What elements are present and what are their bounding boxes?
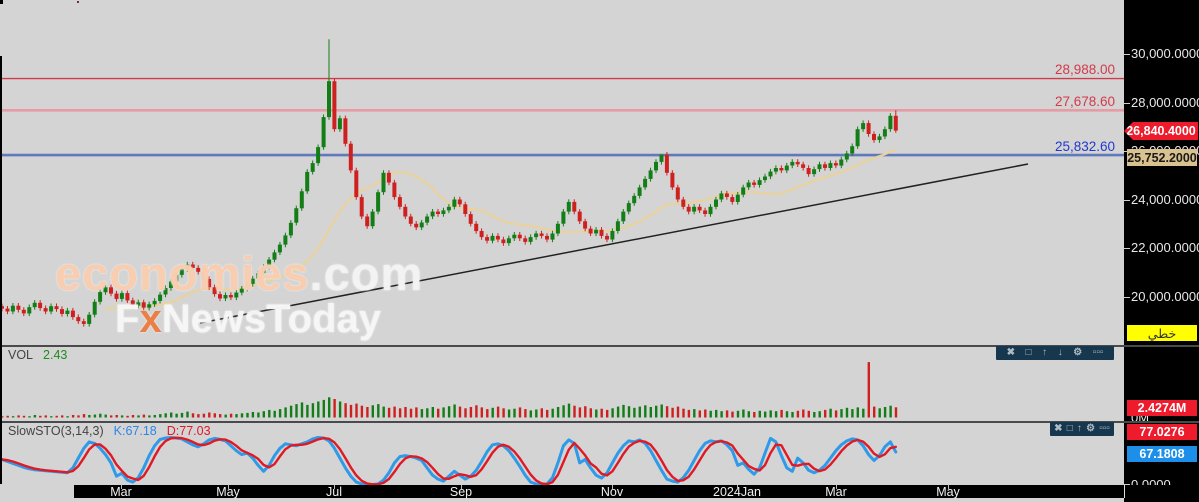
price-level-label: 25,832.60 (1054, 138, 1115, 154)
time-axis-label: Sep (449, 485, 473, 499)
price-level-label: 28,988.00 (1054, 62, 1115, 78)
time-axis-corner-tick (1124, 485, 1125, 498)
time-axis-tick (461, 485, 462, 489)
scale-type-badge[interactable]: خطي (1127, 325, 1197, 341)
time-axis-tick (334, 485, 335, 489)
maximize-icon[interactable]: □ (1025, 347, 1032, 358)
settings-gear-icon[interactable]: ⚙ (1073, 347, 1083, 358)
price-tick-dash (1124, 102, 1130, 104)
more-options-icon[interactable]: ▫▫▫ (1099, 423, 1110, 434)
left-axis-edge (0, 56, 2, 484)
price-tick-dash (1124, 296, 1130, 298)
price-tick-label: 20,000.0000 (1131, 288, 1199, 304)
volume-value-badge: 2.4274M (1127, 400, 1197, 416)
volume-panel-toolbar: ✖ □ ↑ ↓ ⚙ ▫▫▫ (996, 346, 1114, 360)
time-axis-label: 2024Jan (713, 485, 761, 499)
stoch-d-badge: 77.0276 (1127, 424, 1197, 440)
price-tick-label: 28,000.0000 (1131, 94, 1199, 110)
move-up-icon[interactable]: ↑ (1076, 423, 1082, 434)
time-axis-tick (612, 485, 613, 489)
time-axis-tick (228, 485, 229, 489)
close-icon[interactable]: ✖ (1006, 347, 1015, 358)
move-down-icon[interactable]: ↓ (1057, 347, 1063, 358)
price-level-label: 27,678.60 (1054, 93, 1115, 109)
move-up-icon[interactable]: ↑ (1042, 347, 1048, 358)
time-axis-label: Jul (326, 485, 342, 499)
time-axis[interactable] (74, 485, 1199, 498)
price-tick-dash (1124, 54, 1130, 55)
panel-separator-stoch[interactable] (0, 421, 1199, 423)
stray-pixel (77, 1, 79, 3)
settings-gear-icon[interactable]: ⚙ (1086, 423, 1096, 434)
volume-current-value: 2.43 (43, 348, 68, 362)
time-axis-tick (121, 485, 122, 489)
volume-panel-header: VOL 2.43 (8, 348, 67, 362)
price-tick-label: 24,000.0000 (1131, 191, 1199, 207)
stoch-k-value: K:67.18 (113, 424, 157, 438)
stoch-k-badge: 67.1808 (1127, 446, 1197, 462)
time-axis-label: Mar (110, 485, 132, 499)
close-icon[interactable]: ✖ (1054, 423, 1063, 434)
time-axis-tick (737, 485, 738, 489)
last-close-badge: 25,752.2000 (1127, 149, 1197, 166)
price-tick-dash (1124, 199, 1130, 201)
price-axis[interactable]: 30,000.000028,000.000026,000.000024,000.… (1124, 0, 1199, 502)
stoch-title: SlowSTO(3,14,3) (8, 424, 104, 438)
time-axis-tick (836, 485, 837, 489)
price-tick-label: 22,000.0000 (1131, 240, 1199, 255)
stoch-d-value: D:77.03 (166, 424, 211, 438)
corner-notch (0, 0, 3, 4)
panel-separator-volume[interactable] (0, 345, 1199, 347)
time-axis-label: Mar (825, 485, 847, 499)
stoch-panel-toolbar: ✖ □ ↑ ⚙ ▫▫▫ (1050, 422, 1114, 436)
more-options-icon[interactable]: ▫▫▫ (1092, 347, 1104, 358)
maximize-icon[interactable]: □ (1066, 423, 1073, 434)
price-tick-dash (1124, 248, 1130, 249)
time-axis-tick (948, 485, 949, 489)
stoch-panel-header: SlowSTO(3,14,3) K:67.18 D:77.03 (8, 424, 211, 438)
stoch-zero-dash (1124, 484, 1130, 485)
current-price-badge: 26,840.4000 (1124, 122, 1198, 140)
price-tick-label: 30,000.0000 (1131, 46, 1199, 61)
time-axis-label: Nov (600, 485, 624, 499)
volume-title: VOL (8, 348, 34, 362)
time-axis-label: May (216, 485, 240, 499)
time-axis-label: May (936, 485, 960, 499)
